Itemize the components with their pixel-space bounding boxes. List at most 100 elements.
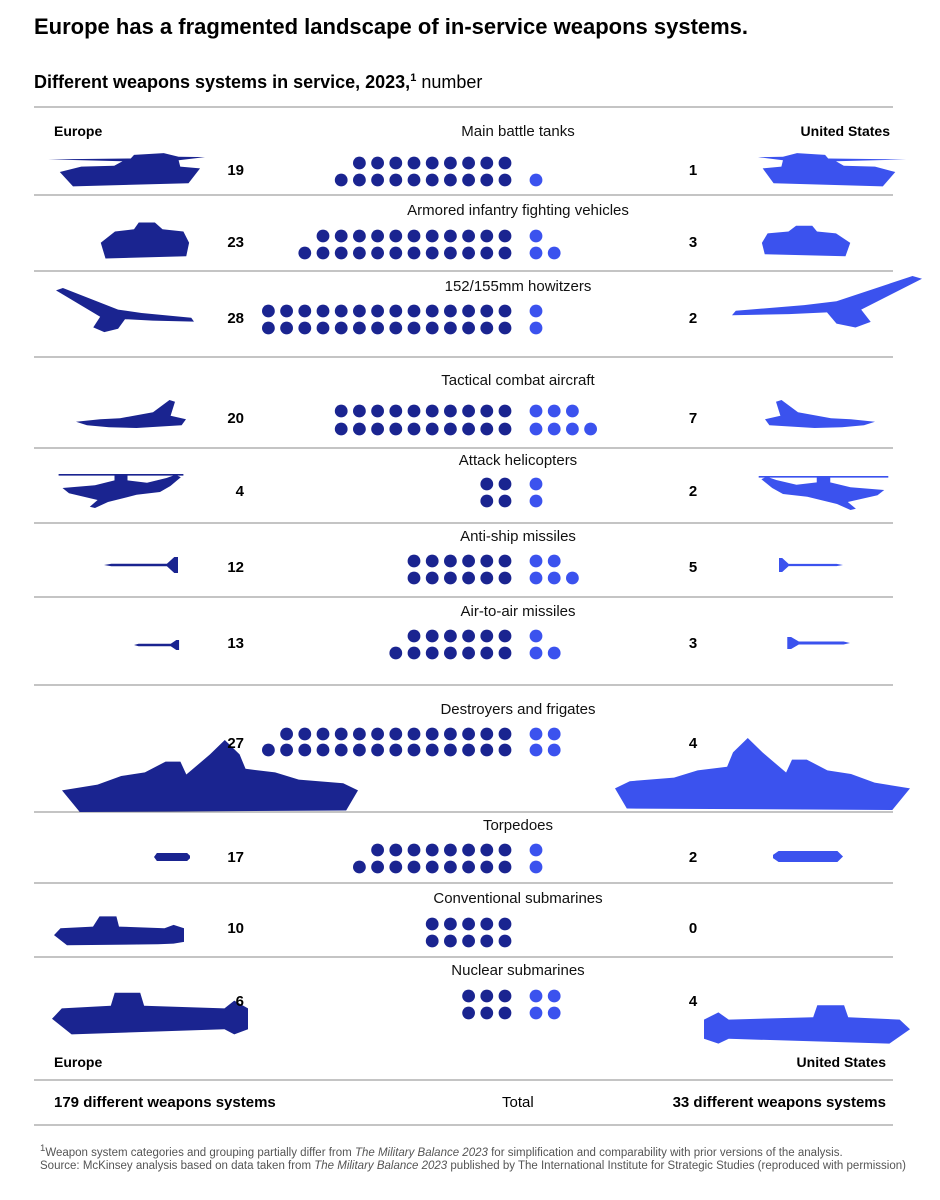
europe-dot xyxy=(334,422,348,436)
subtitle-unit: number xyxy=(421,72,483,92)
europe-dot xyxy=(407,571,421,585)
europe-dot xyxy=(498,554,512,568)
us-dot xyxy=(529,843,543,857)
us-count: 0 xyxy=(689,920,697,937)
us-dot xyxy=(566,422,579,436)
europe-total: 179 different weapons systems xyxy=(54,1094,276,1111)
us-dot xyxy=(566,404,579,418)
europe-dot xyxy=(389,321,403,335)
europe-count: 10 xyxy=(227,920,244,937)
europe-dot xyxy=(316,727,330,741)
chart-row: Tactical combat aircraft 20 7 xyxy=(227,372,697,436)
europe-count: 20 xyxy=(227,410,244,427)
europe-dot xyxy=(389,646,403,660)
europe-dot xyxy=(498,629,512,643)
europe-count: 23 xyxy=(227,234,244,251)
europe-dot xyxy=(371,843,384,857)
europe-count: 12 xyxy=(227,559,244,576)
europe-dot xyxy=(298,304,312,318)
europe-dot xyxy=(353,246,366,260)
europe-dot xyxy=(425,934,439,948)
europe-dot xyxy=(462,321,475,335)
europe-dot xyxy=(462,229,475,243)
europe-dot xyxy=(498,494,512,508)
us-dot xyxy=(547,404,561,418)
us-total: 33 different weapons systems xyxy=(672,1094,886,1111)
europe-dot xyxy=(498,229,512,243)
europe-dot xyxy=(425,156,439,170)
aircraft-icon xyxy=(765,400,875,428)
europe-dot xyxy=(353,321,366,335)
europe-dot xyxy=(425,843,439,857)
europe-dot xyxy=(407,646,421,660)
europe-dot xyxy=(462,860,475,874)
europe-dot xyxy=(498,404,512,418)
us-dot xyxy=(529,554,543,568)
europe-dot xyxy=(462,304,475,318)
us-dot xyxy=(529,1006,543,1020)
europe-dot xyxy=(280,727,293,741)
europe-dot xyxy=(389,173,403,187)
us-dot xyxy=(529,229,543,243)
us-dot xyxy=(547,1006,561,1020)
europe-dot xyxy=(425,860,439,874)
europe-dot xyxy=(389,743,403,757)
europe-dot xyxy=(353,229,366,243)
europe-dot xyxy=(480,1006,494,1020)
europe-dot xyxy=(316,246,330,260)
us-dot xyxy=(547,727,561,741)
europe-dot xyxy=(407,743,421,757)
footnote-text-2a: Source: McKinsey analysis based on data … xyxy=(40,1160,315,1173)
europe-dot xyxy=(462,173,475,187)
europe-dot xyxy=(462,629,475,643)
us-dot xyxy=(529,494,543,508)
tank-icon xyxy=(758,153,907,187)
us-dot xyxy=(529,246,543,260)
footnote-text-2b: published by The International Institute… xyxy=(447,1160,906,1173)
europe-dot xyxy=(262,743,275,757)
europe-dot xyxy=(334,743,348,757)
europe-dot xyxy=(353,743,366,757)
category-label: Attack helicopters xyxy=(459,452,577,469)
europe-dot xyxy=(444,404,457,418)
europe-dot xyxy=(498,477,512,491)
us-count: 4 xyxy=(689,735,698,752)
europe-dot xyxy=(316,304,330,318)
europe-dot xyxy=(444,860,457,874)
howitzer-icon xyxy=(56,288,194,333)
air-to-air-missile-icon xyxy=(787,637,850,649)
europe-dot xyxy=(480,917,494,931)
us-count: 3 xyxy=(689,234,697,251)
europe-dot xyxy=(462,934,475,948)
europe-dot xyxy=(444,843,457,857)
chart-row: Air-to-air missiles 13 3 xyxy=(227,603,697,660)
europe-dot xyxy=(280,321,293,335)
europe-dot xyxy=(498,934,512,948)
europe-dot xyxy=(498,304,512,318)
europe-dot xyxy=(480,304,494,318)
europe-dot xyxy=(407,246,421,260)
europe-dot xyxy=(298,727,312,741)
europe-dot xyxy=(389,860,403,874)
europe-dot xyxy=(444,173,457,187)
us-dot xyxy=(566,571,579,585)
us-count: 2 xyxy=(689,483,697,500)
helicopter-icon xyxy=(58,474,184,508)
us-dot xyxy=(529,989,543,1003)
europe-dot xyxy=(353,727,366,741)
europe-dot xyxy=(407,229,421,243)
europe-dot xyxy=(425,554,439,568)
europe-dot xyxy=(498,917,512,931)
europe-dot xyxy=(334,229,348,243)
row-dividers xyxy=(34,106,893,1126)
dot-chart: Main battle tanks 19 1 Armored infantry fig… xyxy=(34,106,922,1126)
chart-row: Armored infantry fighting vehicles 23 3 xyxy=(227,202,697,260)
europe-dot xyxy=(407,727,421,741)
us-dot xyxy=(547,571,561,585)
us-icons xyxy=(615,153,922,1044)
us-dot xyxy=(547,246,561,260)
us-dot xyxy=(547,554,561,568)
europe-count: 27 xyxy=(227,735,244,752)
europe-dot xyxy=(498,246,512,260)
europe-dot xyxy=(334,173,348,187)
